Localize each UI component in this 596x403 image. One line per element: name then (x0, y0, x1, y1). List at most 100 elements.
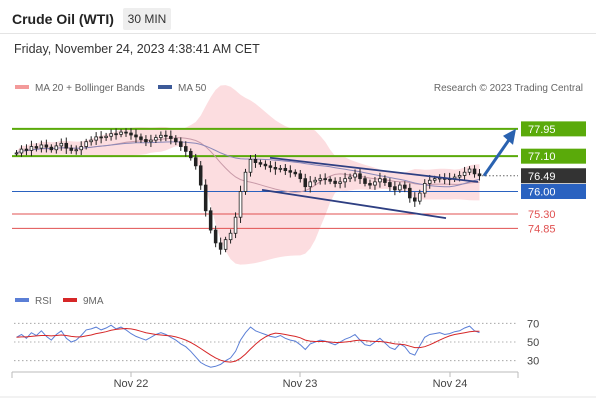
candle-body (104, 135, 108, 138)
candle-body (119, 131, 123, 135)
projection-arrow-head (503, 128, 516, 145)
candle-body (54, 145, 59, 151)
candle-body (338, 181, 342, 184)
candle-body (388, 182, 392, 188)
candle-body (188, 150, 193, 159)
candle-body (298, 173, 303, 180)
candle-body (353, 173, 357, 178)
candle-body (243, 171, 248, 192)
rsi-tick-label-50: 50 (527, 337, 539, 349)
candle-body (378, 178, 382, 183)
candle-body (134, 134, 138, 138)
candle-body (179, 141, 183, 147)
candle-body (124, 131, 128, 134)
rsi-ma-legend-label: 9MA (83, 296, 104, 307)
candle-body (238, 191, 243, 218)
candle-body (84, 141, 88, 147)
candle-body (318, 178, 322, 181)
candle-body (403, 184, 407, 189)
candle-body (333, 180, 337, 184)
chart-datetime: Friday, November 24, 2023 4:38:41 AM CET (14, 42, 260, 56)
candle-body (263, 163, 268, 167)
x-tick-label: Nov 24 (433, 378, 468, 390)
candle-body (233, 216, 238, 234)
rsi-tick-label-70: 70 (527, 318, 539, 330)
candle-body (159, 134, 163, 138)
candle-body (228, 232, 233, 241)
candle-body (29, 146, 34, 151)
candle-body (174, 138, 178, 143)
candle-body (278, 167, 283, 170)
price-label-75-30: 75.30 (528, 209, 556, 221)
rsi-ma-legend-swatch (63, 298, 77, 302)
candle-body (129, 132, 133, 136)
candle-body (74, 149, 79, 152)
candle-body (432, 178, 437, 181)
candle-body (268, 165, 273, 168)
ma50-line (16, 141, 480, 188)
candle-body (358, 173, 362, 180)
candle-body (413, 197, 417, 202)
candle-body (393, 186, 397, 191)
bollinger-band (16, 85, 480, 265)
price-label-74-85: 74.85 (528, 223, 556, 235)
candle-body (213, 229, 218, 244)
price-label-bg-76-49 (521, 168, 586, 184)
candle-body (19, 148, 24, 154)
candle-body (258, 162, 263, 165)
candle-body (408, 187, 412, 199)
rsi-legend-swatch (15, 298, 29, 302)
candle-body (69, 147, 74, 151)
candle-body (139, 136, 143, 140)
price-label-bg-76-00 (521, 184, 586, 199)
channel-upper-line (269, 156, 479, 183)
x-axis-labels: Nov 22 Nov 23 Nov 24 (114, 372, 468, 390)
candle-body (328, 178, 332, 182)
candle-body (218, 242, 223, 250)
rsi-tick-label-30: 30 (527, 356, 539, 368)
candle-body (273, 167, 278, 170)
timeframe-badge[interactable]: 30 MIN (123, 8, 171, 30)
candle-body (64, 142, 69, 149)
rsi-legend-label: RSI (35, 296, 52, 307)
candle-body (343, 178, 347, 183)
ma20-legend-swatch (15, 85, 29, 89)
candle-body (462, 171, 467, 176)
candle-body (427, 179, 432, 184)
candle-body (44, 144, 49, 148)
candle-body (183, 146, 188, 152)
candle-body (323, 178, 327, 181)
candle-body (308, 181, 313, 188)
channel-lower-line (261, 189, 447, 220)
ma50-legend-swatch (158, 85, 172, 89)
research-credit: Research © 2023 Trading Central (434, 83, 583, 94)
ma20-legend-label: MA 20 + Bollinger Bands (35, 83, 145, 94)
rsi-ma-line (16, 327, 480, 363)
candle-body (313, 179, 317, 183)
candle-body (39, 144, 44, 149)
candle-body (348, 176, 352, 180)
candle-body (417, 192, 422, 202)
candle-body (283, 167, 288, 172)
candle-body (34, 146, 39, 149)
price-label-bg-77-10 (521, 148, 586, 164)
candle-body (109, 133, 113, 137)
rsi-plot-area: 70 50 30 (14, 318, 539, 368)
candle-body (99, 136, 103, 139)
candle-body (422, 183, 427, 194)
candle-body (363, 178, 367, 184)
candle-body (472, 168, 477, 175)
candle-body (169, 135, 173, 139)
candle-body (383, 178, 387, 183)
candle-body (398, 184, 402, 191)
chart-header: Crude Oil (WTI) 30 MIN (0, 0, 596, 36)
x-tick-label: Nov 22 (114, 378, 149, 390)
price-label-77-10: 77.10 (528, 151, 556, 163)
price-label-76-00: 76.00 (528, 187, 556, 199)
header-divider (0, 33, 596, 34)
candle-body (94, 136, 98, 141)
price-plot-area: 77.95 77.10 76.49 76.00 75.30 74.85 (12, 85, 586, 265)
candle-body (457, 175, 462, 178)
candle-body (208, 210, 213, 231)
